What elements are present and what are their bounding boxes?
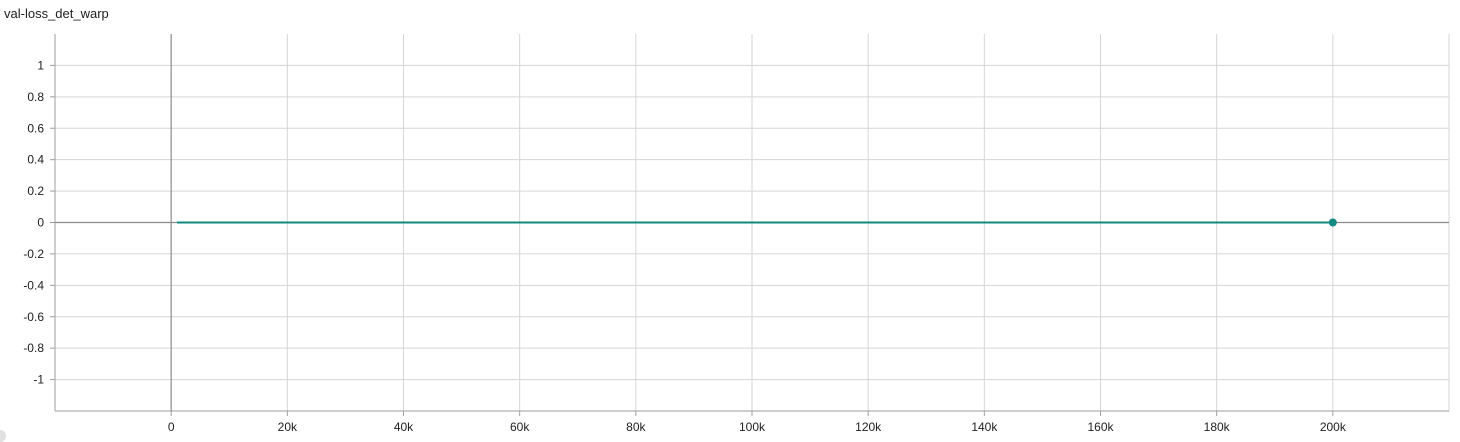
chart-title: val-loss_det_warp [4, 6, 109, 21]
x-tick-label: 60k [510, 420, 530, 434]
y-tick-label: -1 [33, 373, 44, 387]
y-tick-labels: 1 0.8 0.6 0.4 0.2 0 -0.2 -0.4 -0.6 -0.8 -1 [23, 58, 44, 386]
axes [50, 34, 1449, 416]
y-tick-label: 0.2 [27, 184, 44, 198]
y-tick-label: 0.6 [27, 121, 44, 135]
y-tick-label: 0.8 [27, 90, 44, 104]
y-tick-label: -0.4 [23, 278, 44, 292]
x-tick-label: 120k [855, 420, 882, 434]
y-tick-label: -0.2 [23, 247, 44, 261]
x-tick-label: 100k [739, 420, 766, 434]
x-tick-label: 40k [394, 420, 414, 434]
y-tick-label: 0 [37, 216, 44, 230]
y-tick-label: 1 [37, 58, 44, 72]
x-tick-label: 80k [626, 420, 646, 434]
corner-handle [0, 430, 6, 442]
series-last-point [1328, 218, 1337, 227]
y-tick-label: 0.4 [27, 153, 44, 167]
y-gridlines [55, 64, 1449, 381]
y-tick-label: -0.8 [23, 341, 44, 355]
x-tick-label: 160k [1087, 420, 1114, 434]
x-tick-label: 20k [278, 420, 298, 434]
x-tick-label: 200k [1320, 420, 1347, 434]
y-tick-label: -0.6 [23, 310, 44, 324]
x-tick-label: 180k [1204, 420, 1231, 434]
x-tick-label: 0 [168, 420, 175, 434]
x-tick-label: 140k [971, 420, 998, 434]
series-layer [176, 218, 1337, 227]
x-tick-labels: 0 20k 40k 60k 80k 100k 120k 140k 160k 180k 200k [168, 420, 1347, 434]
